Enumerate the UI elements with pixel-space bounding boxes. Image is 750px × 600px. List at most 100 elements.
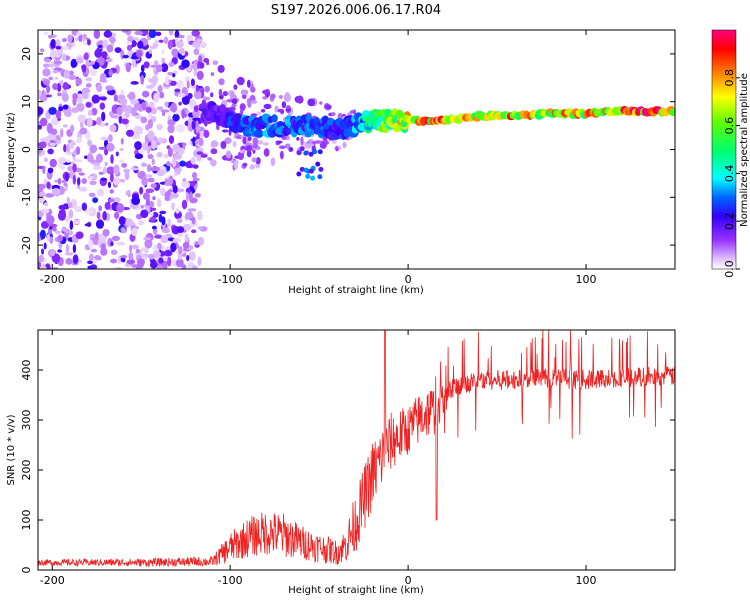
noise-blob — [43, 242, 47, 250]
transition-blob — [233, 84, 238, 90]
noise-blob — [39, 137, 49, 142]
transition-blob — [270, 93, 276, 100]
noise-blob — [68, 70, 74, 76]
noise-blob — [193, 48, 200, 56]
noise-blob — [110, 258, 118, 264]
noise-blob — [147, 118, 153, 129]
noise-blob — [129, 244, 133, 253]
transition-blob — [210, 140, 219, 148]
noise-blob — [108, 69, 113, 77]
noise-blob — [165, 75, 170, 86]
noise-blob — [78, 186, 88, 192]
noise-blob — [102, 211, 107, 221]
noise-blob — [87, 265, 92, 269]
noise-blob — [110, 114, 119, 119]
transition-blob — [240, 89, 249, 96]
noise-blob — [131, 196, 141, 206]
transition-blob — [230, 90, 235, 98]
noise-blob — [168, 62, 175, 67]
noise-blob — [67, 202, 73, 209]
transition-blob — [210, 92, 214, 98]
noise-blob — [119, 147, 124, 152]
noise-blob — [46, 123, 53, 133]
noise-blob — [172, 238, 181, 243]
x-tick-label: 0 — [405, 273, 412, 286]
noise-blob — [181, 181, 191, 188]
transition-blob — [194, 140, 199, 145]
noise-blob — [131, 244, 140, 250]
noise-blob — [98, 96, 107, 101]
secondary-blob — [299, 166, 305, 172]
noise-blob — [84, 209, 93, 214]
transition-blob — [256, 111, 262, 116]
noise-blob — [194, 241, 199, 246]
noise-blob — [110, 241, 114, 247]
noise-blob — [175, 258, 184, 268]
noise-blob — [125, 190, 131, 196]
noise-blob — [125, 62, 131, 73]
colorbar-label: Normalized spectral amplitude — [739, 73, 750, 227]
noise-blob — [130, 227, 138, 237]
noise-blob — [42, 63, 50, 68]
noise-blob — [149, 216, 157, 223]
noise-blob — [73, 149, 77, 157]
y-tick-label: -10 — [20, 188, 33, 206]
noise-blob — [197, 210, 203, 221]
noise-blob — [158, 39, 164, 43]
noise-blob — [119, 97, 128, 106]
x-tick-label: -100 — [218, 574, 243, 587]
noise-blob — [122, 104, 129, 112]
noise-blob — [114, 47, 122, 53]
noise-blob — [100, 136, 109, 141]
noise-blob — [175, 208, 180, 214]
noise-blob — [156, 198, 162, 208]
transition-blob — [228, 106, 236, 112]
transition-blob — [319, 101, 323, 105]
transition-blob — [218, 88, 223, 97]
noise-blob — [104, 161, 108, 167]
noise-blob — [57, 178, 62, 185]
transition-blob — [195, 84, 200, 92]
secondary-blob — [303, 150, 309, 156]
noise-blob — [38, 124, 43, 130]
noise-blob — [119, 159, 125, 164]
noise-blob — [156, 169, 165, 177]
noise-blob — [86, 117, 93, 128]
noise-blob — [168, 135, 175, 144]
noise-blob — [40, 220, 50, 229]
noise-blob — [141, 101, 147, 111]
colorbar-tick-label: 0.8 — [723, 69, 736, 87]
noise-blob — [42, 68, 51, 77]
noise-blob — [46, 215, 55, 225]
noise-blob — [187, 117, 193, 126]
noise-blob — [50, 49, 57, 60]
noise-blob — [117, 255, 122, 264]
secondary-blob — [315, 161, 321, 167]
noise-blob — [167, 119, 176, 126]
noise-blob — [195, 193, 201, 198]
noise-blob — [152, 196, 156, 201]
noise-blob — [49, 142, 57, 147]
transition-blob — [222, 91, 228, 97]
noise-blob — [52, 69, 59, 74]
noise-blob — [167, 72, 174, 76]
noise-blob — [88, 239, 94, 249]
transition-blob — [203, 58, 210, 63]
noise-blob — [191, 265, 198, 269]
transition-blob — [247, 100, 252, 108]
noise-blob — [166, 178, 174, 185]
noise-blob — [107, 181, 112, 189]
noise-blob — [120, 254, 128, 259]
y-tick-label: -20 — [20, 236, 33, 254]
noise-blob — [114, 266, 123, 269]
transition-blob — [217, 64, 225, 73]
noise-blob — [151, 139, 157, 150]
noise-blob — [172, 73, 176, 78]
noise-blob — [156, 123, 164, 131]
noise-blob — [100, 243, 106, 252]
noise-blob — [157, 85, 163, 93]
transition-blob — [250, 86, 256, 93]
noise-blob — [43, 31, 49, 36]
transition-blob — [246, 79, 251, 88]
noise-blob — [104, 148, 109, 156]
